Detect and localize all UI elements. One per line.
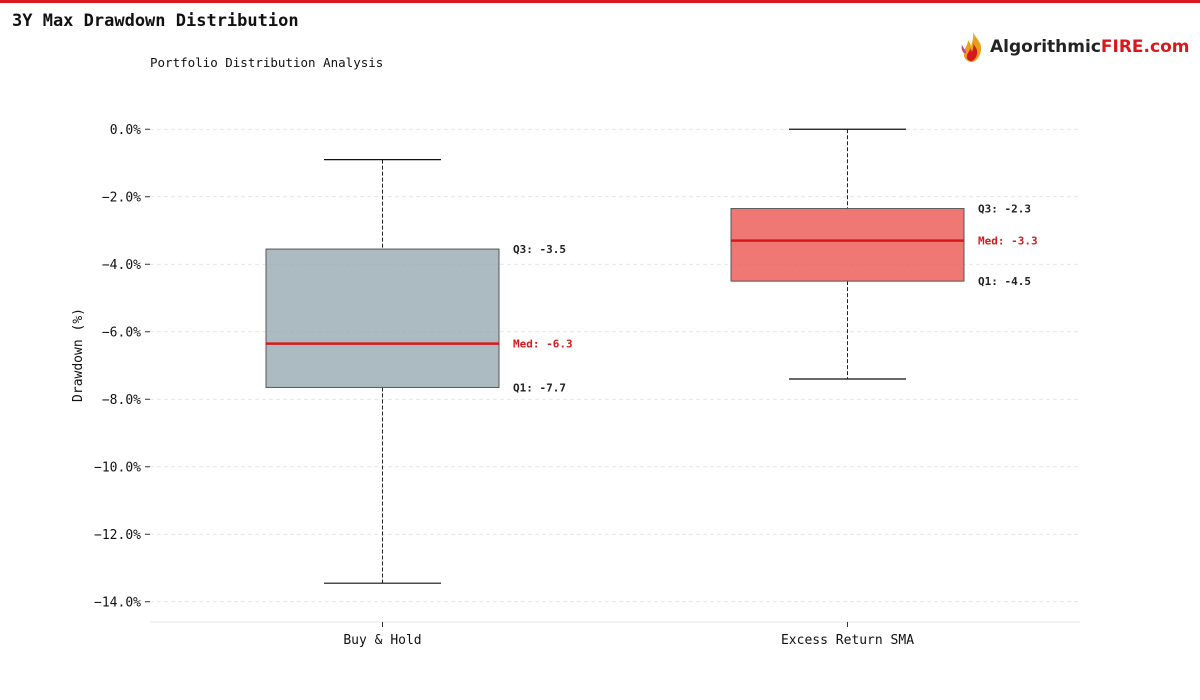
median-label: Med: -6.3 <box>513 338 573 351</box>
y-tick-label: −8.0% <box>102 393 141 408</box>
x-tick-label: Buy & Hold <box>343 633 421 648</box>
y-tick-label: −10.0% <box>94 460 141 475</box>
iqr-box <box>266 249 499 387</box>
y-tick-label: −6.0% <box>102 325 141 340</box>
box-layer: Q3: -3.5 Med: -6.3 Q1: -7.7 Q3: -2.3 Med: -3… <box>266 129 1038 583</box>
y-tick-label: −14.0% <box>94 595 141 610</box>
q3-label: Q3: -2.3 <box>978 203 1031 216</box>
y-tick-label: −12.0% <box>94 528 141 543</box>
q1-label: Q1: -7.7 <box>513 381 566 394</box>
y-tick-label: −4.0% <box>102 258 141 273</box>
q3-label: Q3: -3.5 <box>513 243 566 256</box>
iqr-box <box>731 209 964 282</box>
y-tick-label: −2.0% <box>102 190 141 205</box>
axis-layer: 0.0% −2.0% −4.0% −6.0% −8.0% −10.0% −12.0% −14.… <box>94 123 1080 648</box>
q1-label: Q1: -4.5 <box>978 275 1031 288</box>
y-tick-label: 0.0% <box>110 123 141 138</box>
median-label: Med: -3.3 <box>978 235 1038 248</box>
y-axis-label: Drawdown (%) <box>71 308 86 402</box>
x-tick-label: Excess Return SMA <box>781 633 914 648</box>
